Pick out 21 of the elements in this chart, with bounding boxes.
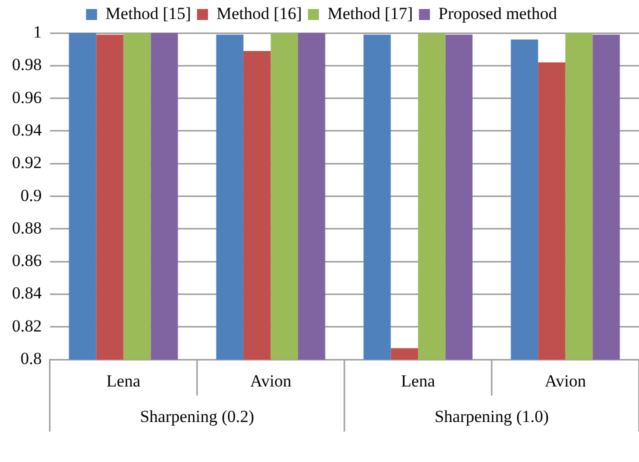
text: Sharpening (0.2) bbox=[140, 407, 254, 426]
x-tick-label: Avion bbox=[544, 371, 586, 390]
x-tick-label: Avion bbox=[250, 371, 292, 390]
y-tick-label: 0.98 bbox=[12, 55, 42, 74]
x-tick-label: Lena bbox=[106, 371, 141, 390]
y-tick-label: 0.92 bbox=[12, 153, 42, 172]
text: Sharpening (1.0) bbox=[434, 407, 549, 426]
y-tick-label: 0.9 bbox=[20, 186, 42, 205]
y-tick-label: 0.84 bbox=[12, 284, 42, 303]
y-tick-label: 0.94 bbox=[12, 120, 42, 140]
legend-label: Method [15] bbox=[106, 4, 192, 23]
y-tick-label: 0.82 bbox=[12, 316, 42, 336]
legend-label: Method [16] bbox=[216, 4, 302, 23]
legend-label: Proposed method bbox=[438, 4, 558, 23]
y-tick-label: 0.86 bbox=[12, 251, 42, 270]
y-tick-label: 1 bbox=[33, 22, 42, 42]
x-tick-label: Lena bbox=[401, 371, 436, 390]
y-tick-label: 0.8 bbox=[20, 349, 42, 368]
y-tick-label: 0.96 bbox=[12, 88, 42, 107]
y-tick-label: 0.88 bbox=[12, 218, 42, 238]
legend-label: Method [17] bbox=[327, 4, 413, 23]
